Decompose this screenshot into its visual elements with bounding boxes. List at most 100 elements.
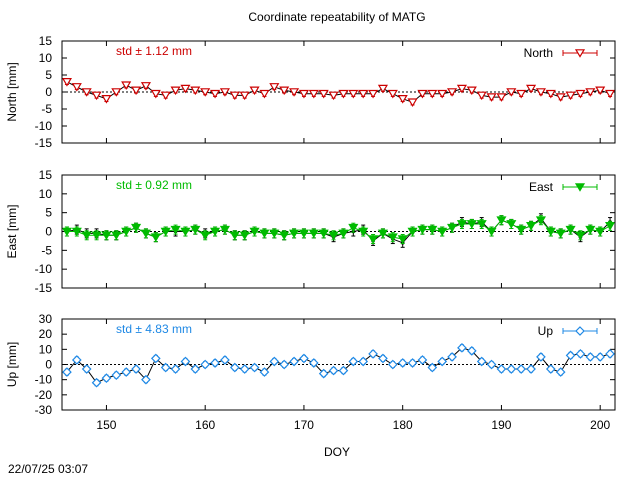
up-point <box>506 364 517 374</box>
xtick-label: 190 <box>491 418 511 432</box>
north-point <box>140 82 151 91</box>
north-point <box>180 84 191 94</box>
north-point <box>466 86 477 96</box>
up-point <box>466 346 477 356</box>
up-point <box>200 359 211 370</box>
east-point <box>219 225 230 235</box>
up-point <box>555 367 566 377</box>
north-point <box>160 91 171 101</box>
east-point <box>249 227 260 237</box>
north-point <box>427 89 438 99</box>
north-legend-label: North <box>524 46 553 60</box>
north-point <box>298 89 309 99</box>
north-point <box>111 88 122 97</box>
up-point <box>220 355 230 365</box>
east-point <box>358 227 369 237</box>
east-point <box>575 231 586 241</box>
up-point <box>91 377 102 388</box>
up-point <box>239 364 250 374</box>
north-point <box>269 83 280 92</box>
north-point <box>516 89 527 99</box>
up-point <box>486 359 497 370</box>
north-ytick-label: 0 <box>45 85 52 99</box>
up-ytick-label: -30 <box>35 403 53 417</box>
chart-title: Coordinate repeatability of MATG <box>248 10 425 24</box>
up-point <box>308 358 319 368</box>
xtick-label: 150 <box>96 418 116 432</box>
east-series <box>61 213 616 248</box>
east-point <box>150 233 161 242</box>
up-point <box>378 353 388 364</box>
east-point <box>259 229 270 239</box>
east-ylabel: East [mm] <box>5 204 19 258</box>
up-point <box>496 364 507 374</box>
timestamp: 22/07/25 03:07 <box>8 462 88 476</box>
north-point <box>397 94 408 104</box>
north-point <box>219 88 230 97</box>
east-ytick-label: 0 <box>45 225 52 239</box>
north-point <box>289 88 300 97</box>
north-point <box>170 86 181 96</box>
up-ytick-label: 30 <box>39 312 53 326</box>
up-point <box>536 352 546 362</box>
east-point <box>417 225 428 235</box>
north-point <box>81 88 92 97</box>
up-point <box>190 364 201 374</box>
east-point <box>486 227 497 237</box>
up-point <box>595 352 606 362</box>
up-point <box>545 364 556 374</box>
up-point <box>131 364 141 374</box>
east-legend-label: East <box>529 180 554 194</box>
east-frame <box>61 174 616 289</box>
east-ytick-label: 15 <box>39 168 53 182</box>
x-axis-label: DOY <box>324 445 350 459</box>
east-point <box>81 231 92 241</box>
east-point <box>131 223 142 233</box>
east-point <box>456 220 467 229</box>
east-ytick-label: 5 <box>45 206 52 220</box>
east-point <box>170 225 181 235</box>
north-point <box>358 89 369 99</box>
north-point <box>387 89 398 99</box>
east-ytick-label: -5 <box>41 243 52 257</box>
up-point <box>328 365 339 376</box>
north-point <box>121 81 132 90</box>
north-point <box>447 88 458 97</box>
north-point <box>377 84 388 94</box>
east-ytick-label: -10 <box>35 262 53 276</box>
north-point <box>496 93 507 102</box>
east-point <box>397 235 408 244</box>
up-point <box>81 364 92 374</box>
east-legend-marker <box>574 183 586 192</box>
up-point <box>457 342 467 353</box>
north-ytick-label: -5 <box>41 102 52 116</box>
up-frame <box>61 318 616 411</box>
north-ytick-label: 5 <box>45 68 52 82</box>
up-point <box>210 358 220 368</box>
up-point <box>269 356 280 367</box>
east-point <box>387 233 398 242</box>
up-point <box>407 358 418 368</box>
east-point <box>526 222 537 231</box>
north-legend-marker <box>574 49 586 58</box>
up-point <box>259 367 270 377</box>
east-point <box>595 227 606 237</box>
north-point <box>101 94 112 104</box>
north-ytick-label: -15 <box>35 136 53 150</box>
up-point <box>397 358 408 368</box>
up-series <box>62 342 615 388</box>
north-point <box>229 91 240 101</box>
east-point <box>466 220 477 229</box>
east-point <box>91 231 102 241</box>
east-point <box>545 227 556 237</box>
north-point <box>476 91 487 101</box>
east-point <box>516 225 527 235</box>
up-point <box>585 352 596 362</box>
up-point <box>476 356 487 367</box>
north-point <box>565 91 576 101</box>
east-ytick-label: 10 <box>39 187 53 201</box>
north-point <box>575 89 586 99</box>
east-point <box>279 231 290 241</box>
north-point <box>585 88 596 97</box>
